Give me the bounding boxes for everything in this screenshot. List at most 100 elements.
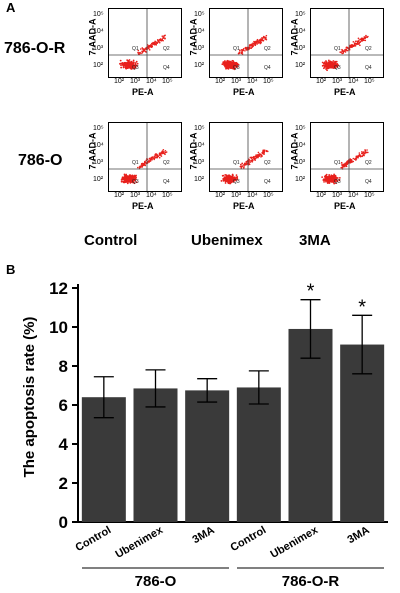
flow-scatter-plot: Q1 Q2 Q3 Q4 — [108, 122, 182, 192]
group-label-1: 786-O-R — [282, 573, 340, 590]
flow-dots: Q1 Q2 Q3 Q4 — [210, 123, 282, 191]
flow-x-tick: 10⁵ — [162, 78, 173, 85]
flow-y-tick: 10⁴ — [194, 142, 205, 149]
flow-dots: Q1 Q2 Q3 Q4 — [109, 123, 181, 191]
quadrant-label: Q4 — [163, 65, 170, 71]
flow-x-tick: 10² — [114, 192, 125, 199]
panel-b-letter: B — [6, 262, 16, 277]
bar-1 — [133, 388, 178, 522]
col-label-control: Control — [84, 232, 138, 249]
flow-x-tick: 10³ — [332, 78, 343, 85]
quadrant-label: Q3 — [132, 179, 139, 185]
flow-x-tick: 10³ — [231, 78, 242, 85]
quadrant-label: Q1 — [132, 160, 139, 166]
col-label-3ma: 3MA — [299, 232, 331, 249]
bar-3 — [236, 387, 281, 522]
flow-x-tick: 10⁵ — [364, 192, 375, 199]
flow-x-tick: 10⁵ — [162, 192, 173, 199]
flow-scatter-plot: Q1 Q2 Q3 Q4 — [209, 8, 283, 78]
y-tick-label: 2 — [59, 474, 68, 493]
flow-y-tick: 10³ — [295, 45, 306, 52]
y-tick-label: 8 — [59, 357, 68, 376]
x-tick-label-0: Control — [73, 524, 113, 554]
quadrant-label: Q2 — [163, 160, 170, 166]
flow-x-tick: 10⁵ — [263, 192, 274, 199]
y-tick-label: 4 — [59, 435, 69, 454]
flow-y-tick: 10² — [93, 62, 104, 69]
flow-scatter-plot: Q1 Q2 Q3 Q4 — [209, 122, 283, 192]
flow-y-tick: 10³ — [194, 45, 205, 52]
x-tick-label-2: 3MA — [191, 524, 217, 546]
flow-x-axis-label: PE-A — [334, 201, 356, 211]
flow-x-tick: 10² — [114, 78, 125, 85]
quadrant-label: Q2 — [264, 160, 271, 166]
quadrant-label: Q4 — [264, 179, 271, 185]
flow-y-tick: 10⁴ — [295, 28, 306, 35]
flow-x-tick: 10⁴ — [146, 78, 157, 85]
flow-y-tick: 10⁵ — [295, 125, 306, 132]
quadrant-label: Q4 — [365, 179, 372, 185]
flow-y-tick: 10² — [194, 176, 205, 183]
flow-x-tick: 10⁵ — [263, 78, 274, 85]
x-tick-label-1: Ubenimex — [113, 524, 165, 561]
quadrant-label: Q2 — [163, 46, 170, 52]
flow-dots: Q1 Q2 Q3 Q4 — [109, 9, 181, 77]
flow-scatter-plot: Q1 Q2 Q3 Q4 — [310, 8, 384, 78]
y-axis-label: The apoptosis rate (%) — [21, 317, 38, 478]
quadrant-label: Q3 — [233, 179, 240, 185]
quadrant-label: Q1 — [233, 46, 240, 52]
x-tick-label-5: 3MA — [346, 524, 372, 546]
flow-y-tick: 10⁵ — [93, 11, 104, 18]
col-label-ubenimex: Ubenimex — [191, 232, 263, 249]
bar-2 — [185, 390, 230, 522]
flow-x-tick: 10⁴ — [348, 78, 359, 85]
flow-x-tick: 10³ — [231, 192, 242, 199]
x-tick-label-3: Control — [228, 524, 268, 554]
quadrant-label: Q2 — [365, 160, 372, 166]
flow-x-axis-label: PE-A — [334, 87, 356, 97]
group-label-0: 786-O — [135, 573, 177, 590]
flow-y-tick: 10⁵ — [93, 125, 104, 132]
quadrant-label: Q1 — [132, 46, 139, 52]
x-tick-label-4: Ubenimex — [268, 524, 320, 561]
flow-x-tick: 10⁴ — [348, 192, 359, 199]
flow-y-tick: 10⁴ — [295, 142, 306, 149]
flow-x-tick: 10⁵ — [364, 78, 375, 85]
quadrant-label: Q4 — [163, 179, 170, 185]
flow-y-tick: 10⁵ — [194, 11, 205, 18]
quadrant-label: Q1 — [334, 46, 341, 52]
flow-dots: Q1 Q2 Q3 Q4 — [210, 9, 282, 77]
quadrant-label: Q2 — [365, 46, 372, 52]
flow-dots: Q1 Q2 Q3 Q4 — [311, 9, 383, 77]
flow-y-tick: 10² — [295, 62, 306, 69]
flow-x-axis-label: PE-A — [233, 201, 255, 211]
row-label-786-O: 786-O — [18, 152, 63, 169]
quadrant-label: Q3 — [233, 65, 240, 71]
row-label-786-O-R: 786-O-R — [4, 40, 66, 57]
flow-x-tick: 10² — [215, 192, 226, 199]
bar-4 — [288, 328, 333, 522]
quadrant-label: Q1 — [334, 160, 341, 166]
flow-x-tick: 10⁴ — [247, 78, 258, 85]
flow-x-tick: 10³ — [130, 192, 141, 199]
flow-y-tick: 10² — [93, 176, 104, 183]
flow-y-tick: 10³ — [93, 159, 104, 166]
flow-x-axis-label: PE-A — [233, 87, 255, 97]
flow-scatter-plot: Q1 Q2 Q3 Q4 — [310, 122, 384, 192]
flow-y-tick: 10³ — [194, 159, 205, 166]
flow-x-tick: 10² — [316, 78, 327, 85]
quadrant-label: Q3 — [334, 179, 341, 185]
flow-y-tick: 10³ — [295, 159, 306, 166]
flow-y-tick: 10² — [295, 176, 306, 183]
flow-x-tick: 10³ — [332, 192, 343, 199]
quadrant-label: Q2 — [264, 46, 271, 52]
panel-a-letter: A — [6, 0, 16, 15]
y-tick-label: 10 — [49, 318, 68, 337]
quadrant-label: Q4 — [365, 65, 372, 71]
flow-x-tick: 10⁴ — [146, 192, 157, 199]
flow-y-tick: 10⁵ — [194, 125, 205, 132]
flow-y-tick: 10⁴ — [93, 142, 104, 149]
flow-x-tick: 10² — [215, 78, 226, 85]
flow-y-tick: 10⁴ — [93, 28, 104, 35]
quadrant-label: Q3 — [334, 65, 341, 71]
